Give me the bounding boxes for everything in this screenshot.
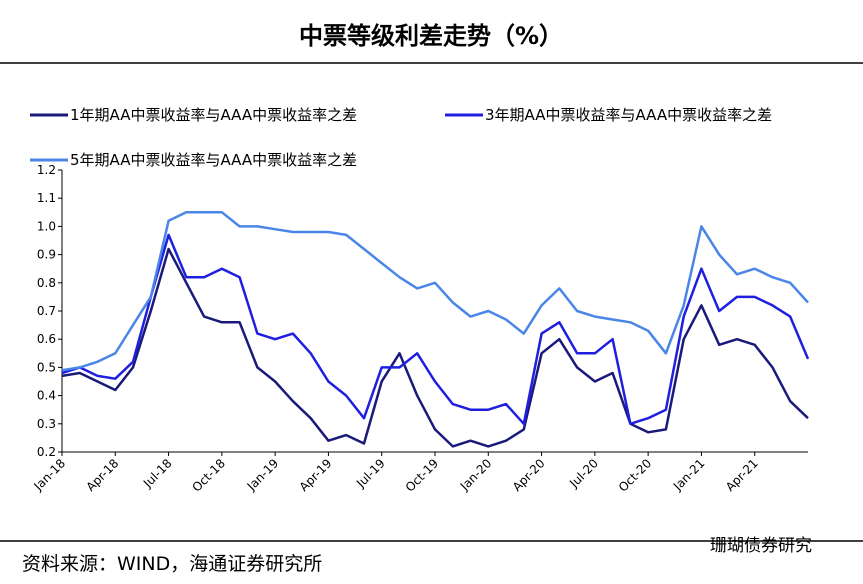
x-tick-label: Apr-18 — [84, 456, 122, 494]
x-tick-label: Jan-19 — [244, 456, 282, 494]
y-tick-label: 0.5 — [37, 360, 56, 374]
legend-label: 3年期AA中票收益率与AAA中票收益率之差 — [485, 106, 772, 124]
x-tick-label: Oct-19 — [403, 456, 441, 494]
x-tick-label: Apr-21 — [723, 456, 761, 494]
y-tick-label: 0.2 — [37, 445, 56, 459]
series-line — [61, 233, 810, 426]
y-tick-label: 0.8 — [37, 276, 56, 290]
series-line — [61, 211, 809, 372]
y-tick-label: 0.7 — [37, 304, 56, 318]
chart-title: 中票等级利差走势（%） — [299, 22, 563, 50]
x-tick-label: Jul-20 — [566, 456, 601, 491]
x-tick-label: Oct-20 — [616, 456, 654, 494]
watermark: 珊瑚债券研究 — [710, 536, 812, 556]
x-tick-label: Jul-19 — [353, 456, 388, 491]
y-tick-label: 1.2 — [37, 163, 56, 177]
y-tick-label: 1.0 — [37, 219, 56, 233]
y-tick-label: 0.9 — [37, 248, 56, 262]
y-tick-label: 1.1 — [37, 191, 56, 205]
x-tick-label: Jan-21 — [670, 456, 708, 494]
x-tick-label: Apr-20 — [510, 456, 548, 494]
y-tick-label: 0.6 — [37, 332, 56, 346]
legend-label: 5年期AA中票收益率与AAA中票收益率之差 — [70, 151, 357, 169]
x-tick-label: Apr-19 — [297, 456, 335, 494]
y-tick-label: 0.4 — [37, 389, 56, 403]
series-line — [61, 247, 809, 448]
x-tick-label: Jan-20 — [457, 456, 495, 494]
x-tick-label: Jan-18 — [31, 456, 69, 494]
x-tick-label: Oct-18 — [190, 456, 228, 494]
x-tick-label: Jul-18 — [140, 456, 175, 491]
source: 资料来源：WIND，海通证券研究所 — [22, 553, 322, 575]
y-tick-label: 0.3 — [37, 417, 56, 431]
legend-label: 1年期AA中票收益率与AAA中票收益率之差 — [70, 106, 357, 124]
